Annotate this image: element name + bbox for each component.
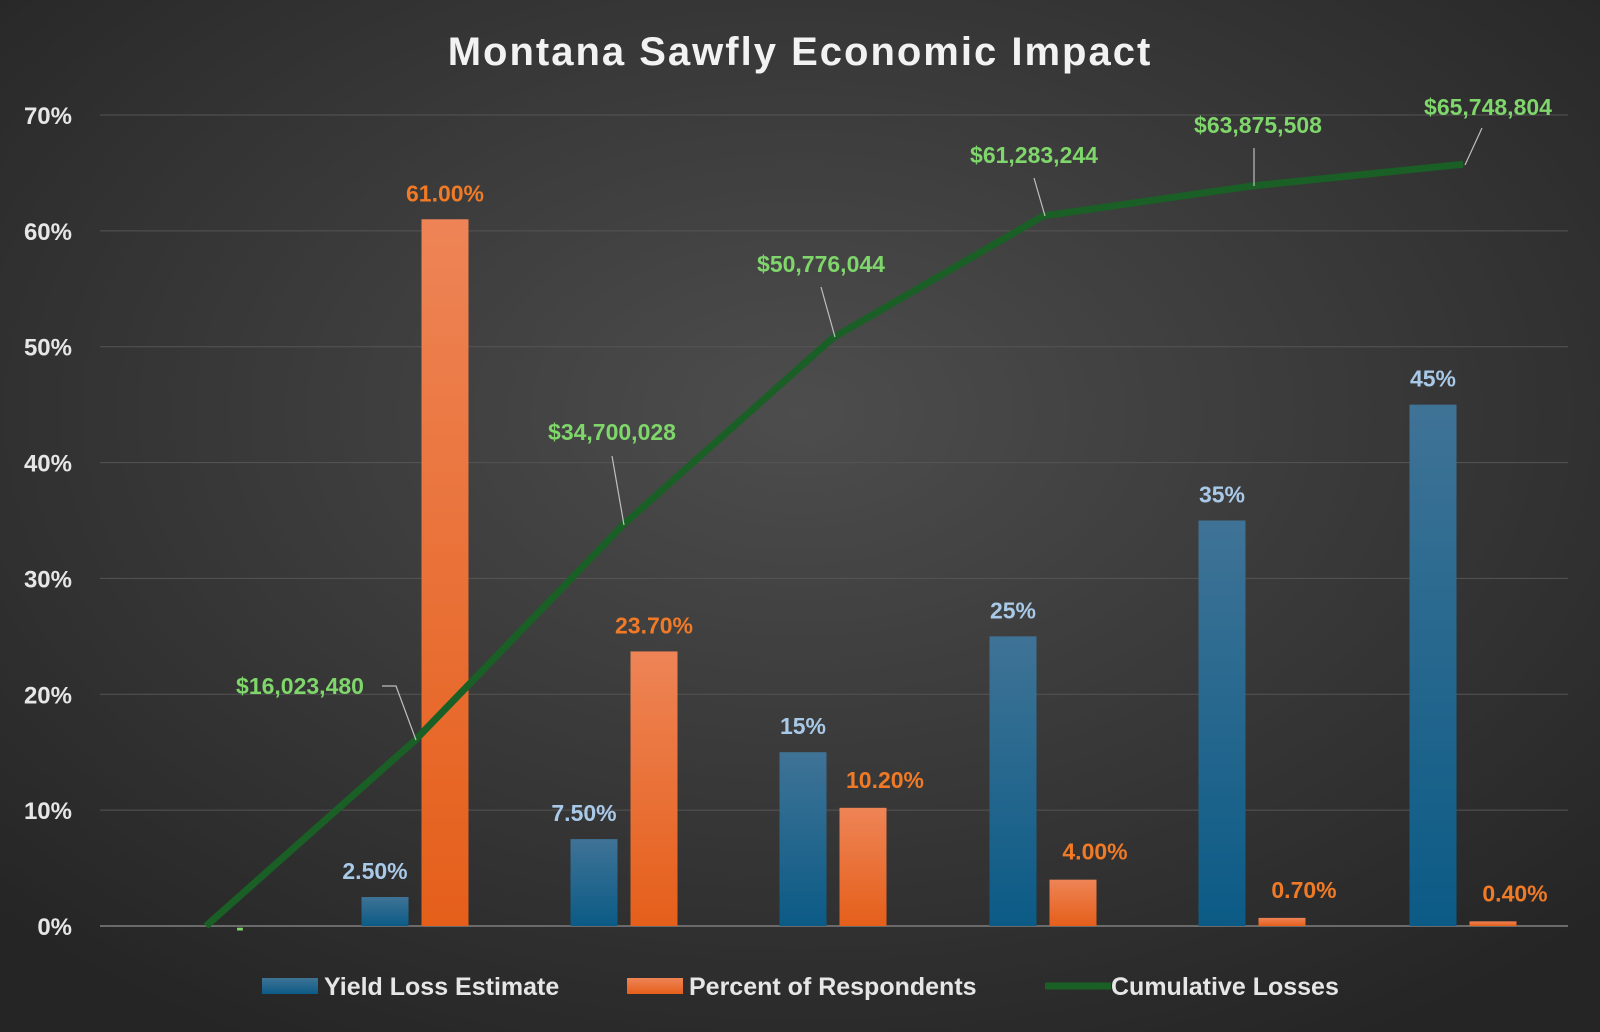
y-tick-label: 60%	[24, 219, 72, 246]
cumulative-losses-label: $50,776,044	[757, 251, 885, 277]
leader-line	[1033, 177, 1046, 217]
respondents-label: 4.00%	[1062, 839, 1127, 865]
legend-label: Percent of Respondents	[689, 973, 977, 1001]
cumulative-losses-point	[414, 739, 416, 741]
respondents-label: 0.70%	[1271, 877, 1336, 903]
yield-loss-label: 7.50%	[551, 800, 616, 826]
cumulative-losses-point	[1042, 215, 1044, 217]
yield-loss-bar	[989, 636, 1037, 926]
y-tick-label: 50%	[24, 335, 72, 362]
legend-label: Yield Loss Estimate	[324, 973, 559, 1001]
yield-loss-bar	[361, 897, 409, 926]
chart-title: Montana Sawfly Economic Impact	[448, 30, 1153, 74]
legend: Yield Loss Estimate Percent of Respondent…	[262, 973, 1339, 1001]
leader-line	[1464, 127, 1483, 166]
yield-loss-bar	[570, 839, 618, 926]
cumulative-losses-point	[1251, 185, 1253, 187]
cumulative-losses-label: $65,748,804	[1424, 94, 1552, 120]
legend-swatch	[627, 978, 683, 994]
cumulative-losses-point	[1462, 163, 1464, 165]
legend-swatch	[262, 978, 318, 994]
respondents-label: 10.20%	[846, 767, 924, 793]
yield-loss-label: 15%	[780, 713, 826, 739]
cumulative-losses-point	[205, 925, 207, 927]
respondents-label: 0.40%	[1482, 880, 1547, 906]
respondents-bar	[839, 807, 887, 926]
yield-loss-label: 45%	[1410, 366, 1456, 392]
leader-line	[611, 455, 625, 526]
y-tick-label: 40%	[24, 451, 72, 478]
respondents-bar	[1258, 917, 1306, 926]
respondents-bar	[1049, 879, 1097, 926]
cumulative-losses-point	[832, 337, 834, 339]
yield-loss-label: 35%	[1199, 482, 1245, 508]
cumulative-losses-label: $61,283,244	[970, 142, 1098, 168]
y-tick-label: 0%	[37, 914, 72, 941]
cumulative-losses-label: $63,875,508	[1194, 112, 1322, 138]
cumulative-losses-label: $16,023,480	[236, 673, 364, 699]
leader-line	[820, 286, 836, 338]
y-tick-label: 30%	[24, 566, 72, 593]
respondents-label: 61.00%	[406, 180, 484, 206]
yield-loss-label: 25%	[990, 597, 1036, 623]
respondents-label: 23.70%	[615, 612, 693, 638]
y-tick-label: 70%	[24, 103, 72, 130]
yield-loss-label: 2.50%	[342, 858, 407, 884]
y-tick-label: 20%	[24, 682, 72, 709]
legend-label: Cumulative Losses	[1111, 973, 1339, 1001]
yield-loss-bar	[1198, 520, 1246, 926]
cumulative-losses-label: $34,700,028	[548, 419, 676, 445]
y-tick-label: 10%	[24, 798, 72, 825]
cumulative-losses-label: -	[236, 914, 244, 940]
leader-line	[382, 685, 417, 741]
respondents-bar	[630, 651, 678, 926]
yield-loss-bar	[1409, 404, 1457, 927]
yield-loss-bar	[779, 752, 827, 926]
respondents-bar	[1469, 921, 1517, 926]
respondents-bar	[421, 219, 469, 926]
